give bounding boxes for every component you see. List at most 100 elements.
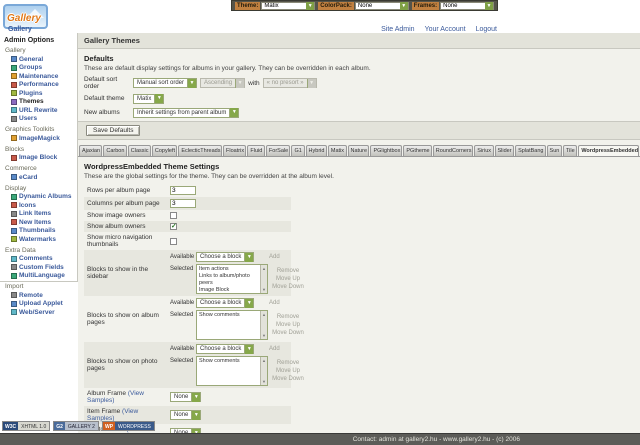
site-admin-link[interactable]: Site Admin bbox=[381, 26, 415, 33]
tab-sun[interactable]: Sun bbox=[546, 145, 562, 156]
tab-tile[interactable]: Tile bbox=[562, 145, 578, 156]
tab-g1[interactable]: G1 bbox=[291, 145, 305, 156]
sidebar-group-display: Display bbox=[5, 184, 27, 192]
performance-icon bbox=[11, 81, 17, 88]
cols-per-page-input[interactable] bbox=[170, 199, 196, 208]
show-micro-nav-checkbox[interactable] bbox=[170, 237, 177, 245]
tab-carbon[interactable]: Carbon bbox=[103, 145, 127, 156]
photo-add-button[interactable]: Add bbox=[269, 346, 280, 352]
sidebar-item-imagemagick[interactable]: ImageMagick bbox=[11, 134, 76, 143]
tab-roundcorners[interactable]: RoundCorners bbox=[432, 145, 474, 156]
tab-forsale[interactable]: ForSale bbox=[265, 145, 291, 156]
xhtml-badge[interactable]: W3C XHTML 1.0 bbox=[2, 421, 51, 431]
tab-nature[interactable]: Nature bbox=[347, 145, 370, 156]
sidebar-item-icons[interactable]: Icons bbox=[11, 201, 76, 210]
sidebar-item-thumbnails[interactable]: Thumbnails bbox=[11, 227, 76, 236]
sidebar-group-gallery: Gallery bbox=[5, 47, 26, 54]
rows-per-page-input[interactable] bbox=[170, 186, 196, 195]
sidebar-item-link-items[interactable]: Link Items bbox=[11, 210, 76, 219]
tab-hybrid[interactable]: Hybrid bbox=[305, 145, 327, 156]
sidebar-selected-blocks-list[interactable]: Item actions Links to album/photo peers … bbox=[196, 264, 268, 294]
list-item[interactable]: Image Block bbox=[199, 287, 230, 293]
sidebar-move-down-button[interactable]: Move Down bbox=[272, 284, 304, 290]
list-item[interactable]: Show comments bbox=[199, 312, 240, 318]
tab-fluid[interactable]: Fluid bbox=[247, 145, 265, 156]
gallery-logo[interactable]: Gallery bbox=[3, 4, 48, 29]
sidebar-item-comments[interactable]: Comments bbox=[11, 255, 76, 264]
tab-slider[interactable]: Slider bbox=[494, 145, 515, 156]
frames-select[interactable]: None ▼ bbox=[440, 1, 494, 10]
your-account-link[interactable]: Your Account bbox=[424, 26, 466, 33]
sidebar-add-button[interactable]: Add bbox=[269, 254, 280, 260]
chevron-down-icon: ▼ bbox=[306, 78, 316, 88]
sidebar-move-up-button[interactable]: Move Up bbox=[275, 276, 300, 282]
photo-selected-blocks-list[interactable]: Show comments ▲ ▼ bbox=[196, 356, 268, 386]
tab-matix[interactable]: Matix bbox=[327, 145, 347, 156]
list-item[interactable]: Links to album/photo peers bbox=[199, 273, 250, 286]
sidebar-item-performance[interactable]: Performance bbox=[11, 81, 76, 90]
album-choose-block-select[interactable]: Choose a block ▼ bbox=[196, 298, 255, 308]
logout-link[interactable]: Logout bbox=[475, 26, 497, 33]
sidebar-item-upload-applet[interactable]: Upload Applet bbox=[11, 300, 76, 309]
scrollbar[interactable]: ▲ ▼ bbox=[260, 357, 267, 385]
album-move-down-button[interactable]: Move Down bbox=[272, 330, 304, 336]
sidebar-item-maintenance[interactable]: Maintenance bbox=[11, 72, 76, 81]
sidebar-choose-block-select[interactable]: Choose a block ▼ bbox=[196, 252, 255, 262]
sidebar-item-remote[interactable]: Remote bbox=[11, 291, 76, 300]
sidebar-item-image-block[interactable]: Image Block bbox=[11, 154, 76, 163]
sidebar-item-themes[interactable]: Themes bbox=[11, 98, 76, 107]
item-frame-view-samples-link[interactable]: (View Samples) bbox=[87, 408, 139, 422]
album-blocks-row: Blocks to show on album pages Available … bbox=[87, 298, 304, 340]
tab-copyleft[interactable]: Copyleft bbox=[151, 145, 178, 156]
sidebar-item-custom-fields[interactable]: Custom Fields bbox=[11, 263, 76, 272]
breadcrumb[interactable]: Gallery bbox=[8, 26, 32, 33]
gallery-badge[interactable]: G2 GALLERY 2 bbox=[53, 421, 99, 431]
tab-floatrix[interactable]: Floatrix bbox=[223, 145, 247, 156]
sidebar-remove-button[interactable]: Remove bbox=[276, 268, 300, 274]
sort-order-select[interactable]: Manual sort order ▼ bbox=[133, 78, 198, 88]
tab-eclecticthreads[interactable]: EclecticThreads bbox=[178, 145, 223, 156]
item-frame-select[interactable]: None ▼ bbox=[170, 410, 202, 420]
tab-pglightbox[interactable]: PGlightbox bbox=[370, 145, 403, 156]
scrollbar[interactable]: ▲ ▼ bbox=[260, 265, 267, 293]
sidebar-item-url-rewrite[interactable]: URL Rewrite bbox=[11, 106, 76, 115]
show-album-owners-checkbox[interactable] bbox=[170, 222, 177, 230]
album-selected-blocks-list[interactable]: Show comments ▲ ▼ bbox=[196, 310, 268, 340]
tab-wordpressembedded[interactable]: WordpressEmbedded bbox=[578, 145, 640, 156]
default-theme-select[interactable]: Matix ▼ bbox=[133, 93, 165, 104]
sidebar-item-dynamic-albums[interactable]: Dynamic Albums bbox=[11, 193, 76, 202]
scrollbar[interactable]: ▲ ▼ bbox=[260, 311, 267, 339]
tab-ajaxian[interactable]: Ajaxian bbox=[79, 145, 103, 156]
list-item[interactable]: Show comments bbox=[199, 358, 240, 364]
sidebar-item-new-items[interactable]: New Items bbox=[11, 218, 76, 227]
tab-classic[interactable]: Classic bbox=[127, 145, 151, 156]
photo-move-down-button[interactable]: Move Down bbox=[272, 376, 304, 382]
album-frame-view-samples-link[interactable]: (View Samples) bbox=[87, 390, 144, 404]
tab-splatbang[interactable]: SplatBang bbox=[515, 145, 546, 156]
theme-select[interactable]: Matix ▼ bbox=[261, 1, 316, 10]
sidebar-item-groups[interactable]: Groups bbox=[11, 64, 76, 73]
show-image-owners-checkbox[interactable] bbox=[170, 212, 177, 219]
tab-siriux[interactable]: Siriux bbox=[474, 145, 494, 156]
sidebar-item-plugins[interactable]: Plugins bbox=[11, 89, 76, 98]
sidebar-item-general[interactable]: General bbox=[11, 55, 76, 64]
sidebar-item-users[interactable]: Users bbox=[11, 115, 76, 124]
colorpack-select[interactable]: None ▼ bbox=[354, 1, 409, 10]
wordpress-badge[interactable]: WP WORDPRESS bbox=[101, 421, 155, 431]
album-add-button[interactable]: Add bbox=[269, 300, 280, 306]
sidebar-item-web-server[interactable]: Web/Server bbox=[11, 308, 76, 317]
album-remove-button[interactable]: Remove bbox=[276, 314, 300, 320]
sidebar-item-watermarks[interactable]: Watermarks bbox=[11, 235, 76, 244]
album-move-up-button[interactable]: Move Up bbox=[275, 322, 300, 328]
list-item[interactable]: Item actions bbox=[199, 266, 229, 272]
tab-pgtheme[interactable]: PGtheme bbox=[403, 145, 432, 156]
photo-choose-block-select[interactable]: Choose a block ▼ bbox=[196, 344, 255, 354]
upload-applet-icon bbox=[11, 300, 17, 307]
new-albums-select[interactable]: Inherit settings from parent album ▼ bbox=[133, 107, 240, 118]
photo-remove-button[interactable]: Remove bbox=[276, 360, 300, 366]
sidebar-item-ecard[interactable]: eCard bbox=[11, 173, 76, 182]
save-defaults-button[interactable]: Save Defaults bbox=[86, 125, 141, 136]
photo-move-up-button[interactable]: Move Up bbox=[275, 368, 300, 374]
sidebar-item-multilanguage[interactable]: MultiLanguage bbox=[11, 272, 76, 281]
album-frame-select[interactable]: None ▼ bbox=[170, 392, 202, 402]
